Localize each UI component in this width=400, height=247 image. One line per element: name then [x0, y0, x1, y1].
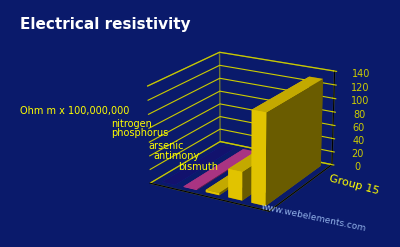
Text: antimony: antimony: [154, 151, 200, 161]
Text: arsenic: arsenic: [148, 141, 184, 151]
Text: nitrogen: nitrogen: [111, 119, 152, 128]
Text: phosphorus: phosphorus: [111, 128, 168, 138]
Text: bismuth: bismuth: [178, 162, 218, 172]
Text: Group 15: Group 15: [328, 173, 380, 196]
Text: www.webelements.com: www.webelements.com: [260, 203, 367, 234]
Text: Electrical resistivity: Electrical resistivity: [20, 17, 191, 32]
Text: Ohm m x 100,000,000: Ohm m x 100,000,000: [20, 106, 129, 116]
